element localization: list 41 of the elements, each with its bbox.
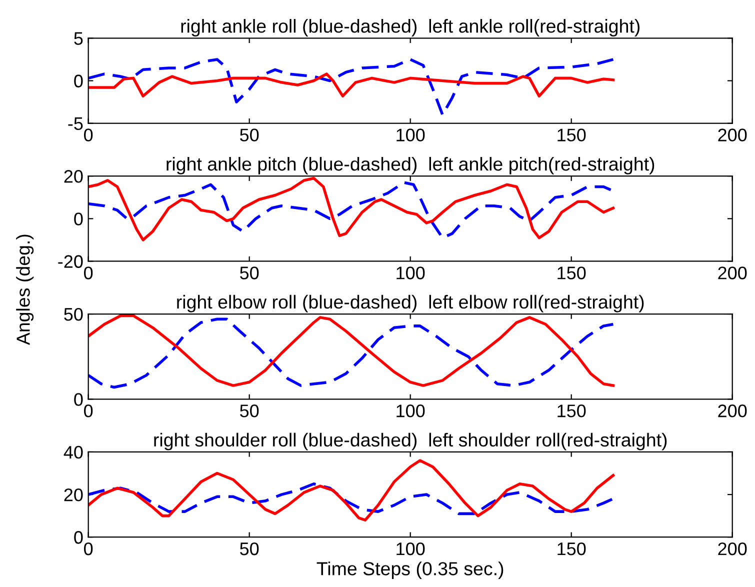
line-series [88, 58, 615, 116]
x-tick-label: 200 [718, 128, 747, 142]
y-tick-label: 0 [74, 74, 83, 88]
x-tick-label: 50 [240, 128, 259, 142]
x-tick-label: 150 [558, 404, 586, 418]
x-tick-label: 150 [558, 542, 586, 556]
chart-title: right shoulder roll (blue-dashed) left shoulder roll(red-straight) [154, 432, 667, 450]
x-tick-label: 150 [558, 128, 586, 142]
y-tick-label: 0 [74, 393, 83, 406]
x-tick-label: 200 [718, 542, 747, 556]
x-tick-label: 50 [240, 266, 259, 280]
y-tick-label: 5 [74, 32, 83, 45]
line-series [88, 72, 615, 98]
y-tick-label: 40 [64, 446, 83, 459]
line-series [88, 459, 615, 522]
y-tick-label: 0 [74, 531, 83, 544]
x-axis-title: Time Steps (0.35 sec.) [316, 562, 504, 580]
chart-title: right elbow roll (blue-dashed) left elbow roll(red-straight) [177, 294, 644, 312]
x-tick-label: 0 [84, 128, 93, 142]
y-tick-label: 20 [64, 488, 83, 502]
chart-title: right ankle roll (blue-dashed) left ankle roll(red-straight) [181, 19, 640, 36]
x-tick-label: 0 [84, 542, 93, 556]
x-tick-label: 150 [558, 266, 586, 280]
line-series [88, 482, 615, 516]
x-tick-label: 100 [396, 128, 425, 142]
x-tick-label: 100 [396, 266, 425, 280]
y-axis-title: Angles (deg.) [16, 234, 34, 346]
x-tick-label: 0 [84, 404, 93, 418]
x-tick-label: 100 [396, 542, 425, 556]
y-tick-label: 50 [64, 308, 83, 321]
y-tick-label: -5 [68, 117, 83, 130]
x-tick-label: 50 [240, 542, 259, 556]
x-tick-label: 50 [240, 404, 259, 418]
y-tick-label: 0 [74, 212, 83, 226]
x-tick-label: 0 [84, 266, 93, 280]
x-tick-label: 100 [396, 404, 425, 418]
x-tick-label: 200 [718, 404, 747, 418]
x-tick-label: 200 [718, 266, 747, 280]
y-tick-label: 20 [64, 170, 83, 183]
y-tick-label: -20 [58, 255, 83, 268]
chart-title: right ankle pitch (blue-dashed) left ankle pitch(red-straight) [166, 156, 654, 174]
